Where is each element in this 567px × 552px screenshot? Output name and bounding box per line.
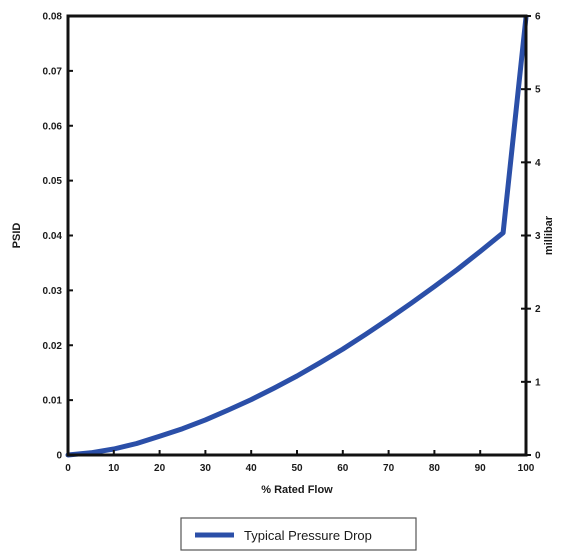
plot-frame bbox=[66, 14, 528, 457]
y2-tick-label: 4 bbox=[535, 158, 541, 169]
x-tick-label: 80 bbox=[429, 463, 441, 474]
y2-tick-label: 5 bbox=[535, 85, 541, 96]
y-tick-label: 0.07 bbox=[43, 66, 63, 77]
y2-tick-label: 0 bbox=[535, 451, 541, 462]
x-tick-label: 20 bbox=[154, 463, 166, 474]
y-tick-label: 0.05 bbox=[43, 176, 63, 187]
y2-axis-title: millibar bbox=[543, 215, 555, 255]
series-line-typical-pressure-drop bbox=[65, 14, 529, 458]
y2-tick-label: 1 bbox=[535, 377, 541, 388]
y2-tick-label: 2 bbox=[535, 304, 541, 315]
x-tick-label: 10 bbox=[108, 463, 120, 474]
y-tick-label: 0 bbox=[56, 451, 62, 462]
legend-label: Typical Pressure Drop bbox=[244, 528, 372, 543]
y-axis-title: PSID bbox=[11, 223, 23, 249]
x-axis-title: % Rated Flow bbox=[261, 484, 333, 496]
y-tick-label: 0.03 bbox=[43, 286, 63, 297]
y2-tick-label: 3 bbox=[535, 231, 541, 242]
y-tick-label: 0.02 bbox=[43, 341, 63, 352]
x-tick-label: 70 bbox=[383, 463, 395, 474]
axes: 0 10 20 30 40 50 60 70 80 90 10000.010.020.030.040… bbox=[43, 12, 541, 475]
y-tick-label: 0.08 bbox=[43, 12, 63, 23]
x-tick-label: 100 bbox=[518, 463, 535, 474]
y-tick-label: 0.04 bbox=[43, 231, 63, 242]
x-tick-label: 90 bbox=[475, 463, 487, 474]
y-tick-label: 0.06 bbox=[43, 121, 63, 132]
x-tick-label: 60 bbox=[337, 463, 349, 474]
legend: Typical Pressure Drop bbox=[180, 517, 417, 551]
x-tick-label: 50 bbox=[291, 463, 303, 474]
x-tick-label: 30 bbox=[200, 463, 212, 474]
y2-tick-label: 6 bbox=[535, 12, 541, 23]
x-tick-label: 0 bbox=[65, 463, 71, 474]
y-tick-label: 0.01 bbox=[43, 396, 63, 407]
plot-area bbox=[65, 14, 529, 458]
x-tick-label: 40 bbox=[246, 463, 258, 474]
